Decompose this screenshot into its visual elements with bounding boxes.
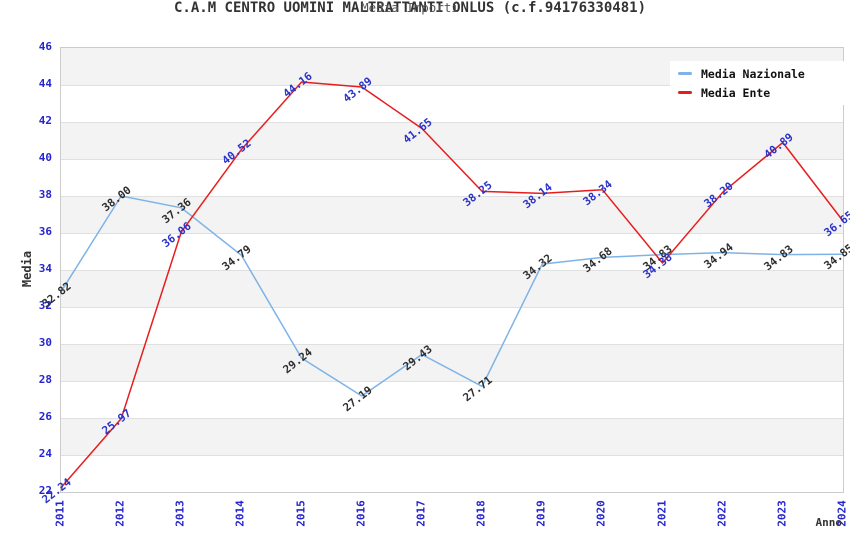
y-tick: 24 <box>38 447 52 460</box>
y-tick: 44 <box>38 77 52 90</box>
x-tick: 2013 <box>173 500 187 527</box>
gridline <box>61 270 843 271</box>
y-tick: 42 <box>38 114 52 127</box>
line-series-svg <box>60 81 844 489</box>
gridline <box>61 418 843 419</box>
y-tick: 32 <box>38 299 52 312</box>
gridline <box>61 85 843 86</box>
legend: Media Nazionale Media Ente <box>670 61 850 105</box>
y-tick: 36 <box>38 225 52 238</box>
plot-band <box>61 270 843 307</box>
plot-band <box>61 307 843 344</box>
y-tick: 46 <box>38 40 52 53</box>
legend-label-media-nazionale: Media Nazionale <box>701 66 805 81</box>
gridline <box>61 381 843 382</box>
x-tick: 2021 <box>655 500 669 527</box>
plot-band <box>61 196 843 233</box>
y-tick: 22 <box>38 484 52 497</box>
plot-area: 32.82 38.00 37.36 34.79 29.24 27.19 29.43 27.71… <box>40 47 850 506</box>
y-tick: 28 <box>38 373 52 386</box>
y-tick: 40 <box>38 151 52 164</box>
x-tick: 2016 <box>354 500 368 527</box>
plot-band <box>61 233 843 270</box>
legend-label-media-ente: Media Ente <box>701 85 771 100</box>
plot-band <box>61 122 843 159</box>
legend-item-media-ente: Media Ente <box>670 83 850 102</box>
x-tick: 2023 <box>775 500 789 527</box>
gridline <box>61 122 843 123</box>
legend-swatch-media-ente <box>678 91 692 94</box>
chart-title: C.A.M CENTRO UOMINI MALTRATTANTI ONLUS (… <box>173 0 646 16</box>
x-tick: 2020 <box>594 500 608 527</box>
x-tick: 2019 <box>534 500 548 527</box>
legend-swatch-media-nazionale <box>678 72 692 75</box>
plot-band <box>61 344 843 381</box>
plot-band <box>61 381 843 418</box>
x-tick: 2014 <box>233 500 247 527</box>
plot-band <box>61 455 843 492</box>
gridline <box>61 233 843 234</box>
x-tick: 2022 <box>715 500 729 527</box>
line-media-ente <box>60 81 844 489</box>
gridline <box>61 307 843 308</box>
plot-band <box>61 418 843 455</box>
gridline <box>61 196 843 197</box>
gridline <box>61 455 843 456</box>
x-tick: 2017 <box>414 500 428 527</box>
gridline <box>61 344 843 345</box>
plot-band <box>61 159 843 196</box>
y-tick: 26 <box>38 410 52 423</box>
y-tick: 34 <box>38 262 52 275</box>
chart-subtitle: Media Importi <box>361 0 459 15</box>
x-tick: 2015 <box>294 500 308 527</box>
x-tick: 2011 <box>53 500 67 527</box>
line-media-nazionale <box>60 195 844 397</box>
legend-item-media-nazionale: Media Nazionale <box>670 64 850 83</box>
x-tick: 2012 <box>113 500 127 527</box>
y-tick: 30 <box>38 336 52 349</box>
x-tick: 2018 <box>474 500 488 527</box>
x-axis-title: Anno <box>815 516 843 529</box>
y-tick: 38 <box>38 188 52 201</box>
